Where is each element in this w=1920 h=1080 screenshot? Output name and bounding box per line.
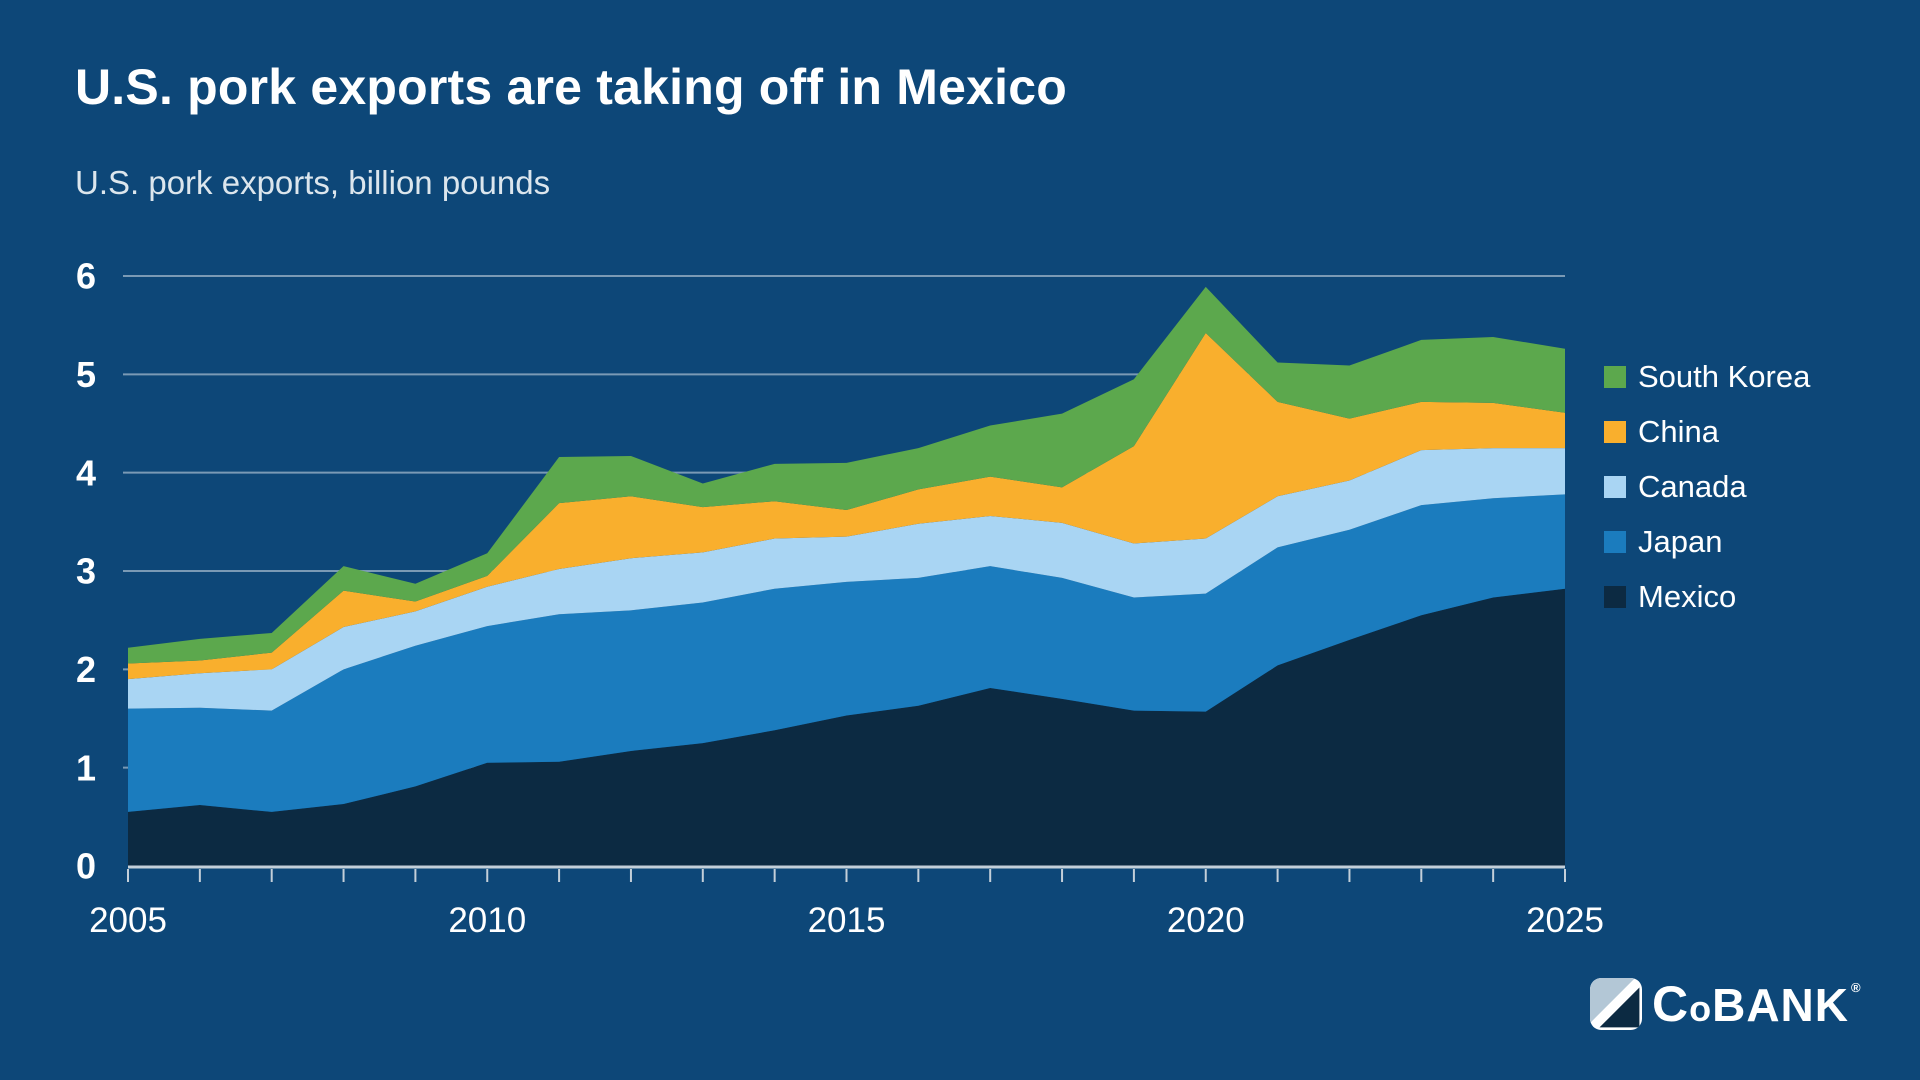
registered-mark: ®: [1851, 980, 1862, 995]
legend-label: South Korea: [1638, 358, 1811, 394]
y-tick-label-4: 4: [76, 452, 96, 493]
legend-label: China: [1638, 413, 1719, 449]
legend-item-mexico: Mexico: [1604, 569, 1904, 624]
legend: South Korea China Canada Japan Mexico: [1604, 349, 1904, 624]
wordmark-o: o: [1689, 988, 1713, 1029]
legend-swatch: [1604, 585, 1626, 608]
legend-item-canada: Canada: [1604, 459, 1904, 514]
legend-label: Canada: [1638, 468, 1747, 504]
chart-title: U.S. pork exports are taking off in Mexi…: [75, 59, 1067, 115]
legend-swatch: [1604, 530, 1626, 553]
cobank-logo-icon: [1590, 978, 1642, 1030]
legend-swatch: [1604, 365, 1626, 388]
area-canada: [128, 448, 1565, 711]
y-tick-label-2: 2: [76, 649, 96, 690]
area-south-korea: [128, 286, 1565, 664]
legend-swatch: [1604, 475, 1626, 498]
x-tick-label-2005: 2005: [89, 901, 167, 940]
y-tick-label-1: 1: [76, 747, 96, 788]
legend-item-japan: Japan: [1604, 514, 1904, 569]
legend-item-china: China: [1604, 404, 1904, 459]
legend-label: Japan: [1638, 523, 1723, 559]
legend-label: Mexico: [1638, 578, 1737, 614]
y-tick-label-5: 5: [76, 354, 96, 395]
y-tick-label-3: 3: [76, 551, 96, 592]
x-tick-label-2025: 2025: [1526, 901, 1604, 940]
y-tick-label-0: 0: [76, 846, 96, 887]
legend-item-south-korea: South Korea: [1604, 349, 1904, 404]
y-tick-label-6: 6: [76, 256, 96, 297]
chart-subtitle: U.S. pork exports, billion pounds: [75, 164, 551, 201]
area-china: [128, 333, 1565, 680]
wordmark-c: C: [1652, 976, 1690, 1032]
area-japan: [128, 494, 1565, 812]
x-tick-label-2020: 2020: [1167, 901, 1245, 940]
wordmark-bank: BANK: [1712, 979, 1849, 1031]
x-tick-label-2010: 2010: [448, 901, 526, 940]
x-tick-label-2015: 2015: [808, 901, 886, 940]
legend-swatch: [1604, 420, 1626, 443]
area-mexico: [128, 588, 1565, 866]
